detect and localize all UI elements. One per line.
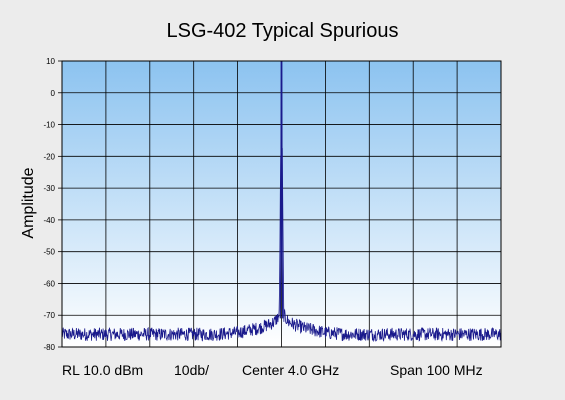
y-tick-label: -30 [43, 184, 55, 193]
carrier-peak [279, 61, 284, 319]
scale-label: 10db/ [174, 362, 210, 378]
y-tick-label: -60 [43, 279, 55, 288]
y-tick-label: 10 [46, 57, 55, 66]
y-tick-label: 0 [51, 89, 56, 98]
y-tick-label: -10 [43, 121, 55, 130]
center-frequency-label: Center 4.0 GHz [242, 362, 340, 378]
y-tick-label: -40 [43, 216, 55, 225]
chart-title: LSG-402 Typical Spurious [166, 20, 399, 42]
y-tick-label: -70 [43, 311, 55, 320]
reference-level-label: RL 10.0 dBm [62, 362, 144, 378]
y-tick-label: -50 [43, 248, 55, 257]
y-tick-labels: 10 0 -10 -20 -30 -40 -50 -60 -70 -80 [43, 57, 62, 352]
span-label: Span 100 MHz [390, 362, 483, 378]
y-tick-label: -20 [43, 152, 55, 161]
y-tick-label: -80 [43, 343, 55, 352]
plot-border [61, 60, 502, 348]
